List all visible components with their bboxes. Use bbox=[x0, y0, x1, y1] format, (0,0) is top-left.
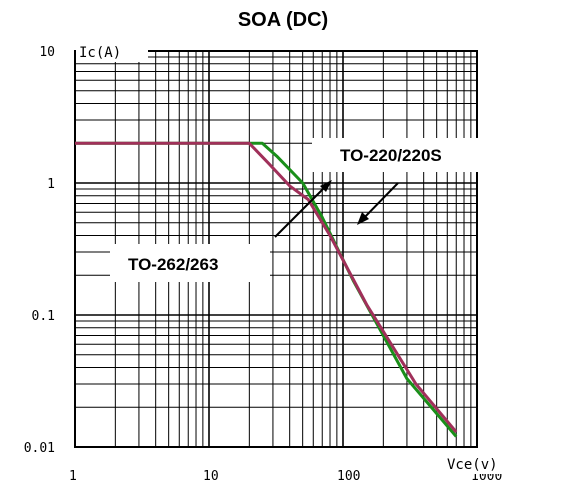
y-axis-label: Ic(A) bbox=[79, 45, 121, 61]
series-line-1 bbox=[75, 141, 458, 433]
ylabel-background bbox=[76, 42, 148, 62]
arrow-head-to-220 bbox=[357, 212, 369, 225]
y-tick-label: 0.01 bbox=[24, 441, 55, 456]
plot-frame bbox=[74, 50, 478, 448]
arrow-line-to-220 bbox=[359, 182, 399, 223]
series-lines bbox=[75, 141, 458, 438]
x-tick-label: 1 bbox=[69, 469, 77, 484]
callout-label-to-262: TO-262/263 bbox=[128, 255, 218, 274]
chart-title: SOA (DC) bbox=[238, 9, 328, 31]
callout-box-to-220 bbox=[312, 138, 490, 172]
y-tick-label: 0.1 bbox=[32, 309, 55, 324]
callout-label-to-220: TO-220/220S bbox=[340, 146, 442, 165]
x-tick-label: 100 bbox=[337, 469, 360, 484]
callout-box-to-262 bbox=[110, 244, 270, 282]
y-tick-label: 1 bbox=[47, 177, 55, 192]
arrow-line-to-262 bbox=[274, 181, 331, 238]
xlabel-background bbox=[444, 452, 508, 474]
arrow-head-to-262 bbox=[320, 180, 332, 192]
x-tick-label: 10 bbox=[203, 469, 219, 484]
series-line-0 bbox=[75, 141, 458, 438]
y-tick-label: 10 bbox=[39, 45, 55, 60]
x-axis-label: Vce(v) bbox=[447, 457, 498, 473]
